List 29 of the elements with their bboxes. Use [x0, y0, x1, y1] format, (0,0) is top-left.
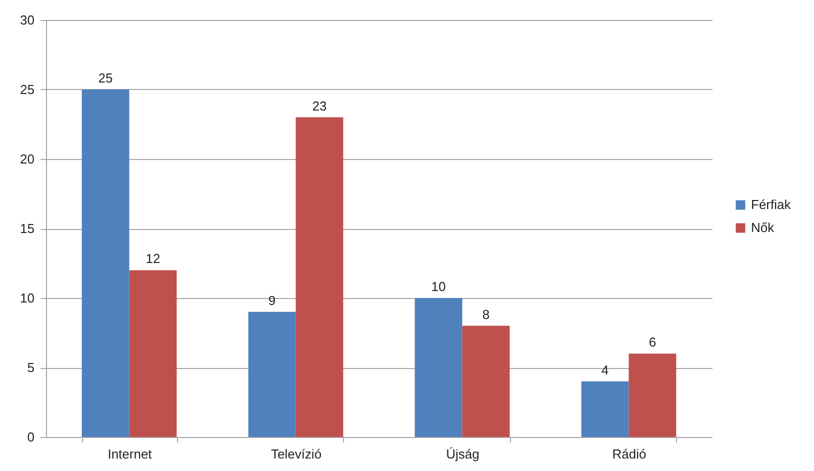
- bar: [581, 381, 629, 437]
- y-tick-label: 25: [20, 82, 34, 97]
- bar: [129, 270, 177, 437]
- data-label: 9: [268, 292, 276, 308]
- data-label: 8: [482, 306, 490, 322]
- x-tick-label: Televízió: [270, 446, 322, 462]
- data-label: 6: [648, 334, 656, 350]
- y-tick-label: 10: [20, 290, 34, 306]
- bar: [414, 298, 462, 437]
- data-label: 4: [601, 362, 609, 378]
- data-label: 23: [312, 98, 327, 114]
- x-tick-label: Rádió: [612, 446, 646, 462]
- y-tick-label: 0: [27, 430, 34, 444]
- data-label: 25: [98, 70, 113, 86]
- legend-label: Nők: [751, 220, 775, 235]
- bar: [248, 312, 296, 437]
- bar: [628, 354, 676, 437]
- y-tick-label: 5: [27, 360, 34, 375]
- data-label: 10: [431, 279, 446, 294]
- x-tick-label: Internet: [108, 446, 152, 462]
- bar: [82, 90, 130, 437]
- bar: [462, 326, 510, 437]
- data-label: 12: [146, 251, 160, 266]
- legend-label: Férfiak: [751, 197, 792, 212]
- bar: [296, 117, 344, 437]
- y-tick-label: 20: [20, 152, 34, 166]
- x-tick-label: Újság: [446, 446, 480, 462]
- y-tick-label: 15: [20, 221, 34, 236]
- y-tick-label: 30: [20, 12, 34, 28]
